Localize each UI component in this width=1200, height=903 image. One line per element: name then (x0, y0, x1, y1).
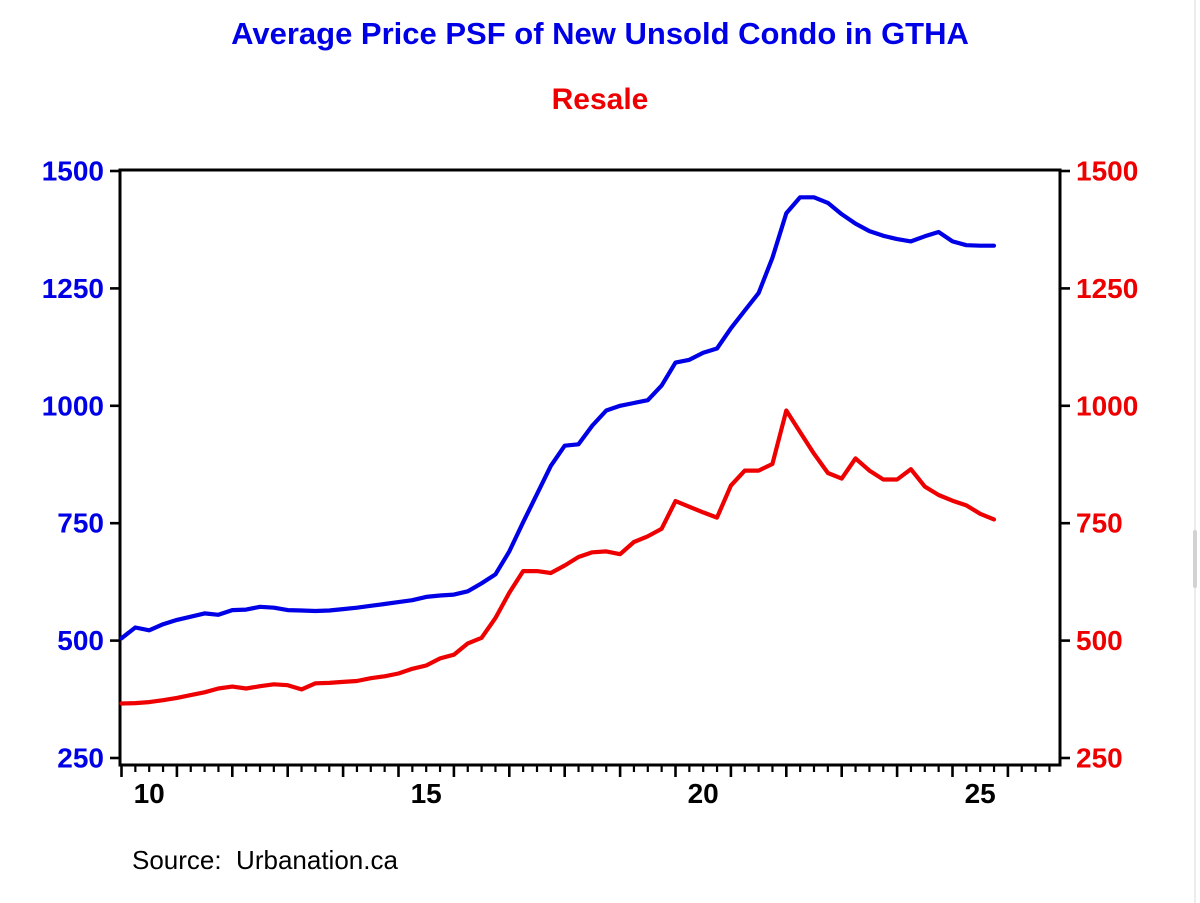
source-label: Source: Urbanation.ca (132, 845, 398, 875)
chart-title: Average Price PSF of New Unsold Condo in… (231, 16, 969, 51)
y-tick-label-left: 500 (57, 625, 104, 656)
y-tick-label-right: 250 (1076, 743, 1123, 774)
y-tick-label-left: 750 (57, 508, 104, 539)
y-tick-label-right: 500 (1076, 625, 1123, 656)
plot-box (118, 168, 1062, 767)
new-unsold-condo-series-line (119, 195, 997, 641)
y-tick-label-left: 1250 (42, 273, 104, 304)
y-tick-label-right: 1250 (1076, 273, 1138, 304)
y-tick-label-right: 750 (1076, 508, 1123, 539)
y-tick-label-right: 1000 (1076, 390, 1138, 421)
x-tick-label: 25 (965, 778, 996, 809)
y-tick-label-left: 1500 (42, 156, 104, 187)
axis-ticks (110, 169, 1070, 777)
chart-subtitle: Resale (551, 83, 649, 116)
scrollbar-thumb[interactable] (1193, 530, 1197, 588)
scrollbar-track[interactable] (1194, 0, 1196, 903)
y-tick-label-left: 1000 (42, 390, 104, 421)
resale-series-line (119, 408, 997, 706)
y-tick-label-left: 250 (57, 743, 104, 774)
y-tick-label-right: 1500 (1076, 156, 1138, 187)
axis-tick-labels: 10 15 20 25 250 500 750 1000 1250 1500 250 500 750 10… (42, 156, 1139, 810)
x-tick-label: 20 (688, 778, 719, 809)
x-tick-label: 10 (134, 778, 165, 809)
x-tick-label: 15 (411, 778, 442, 809)
